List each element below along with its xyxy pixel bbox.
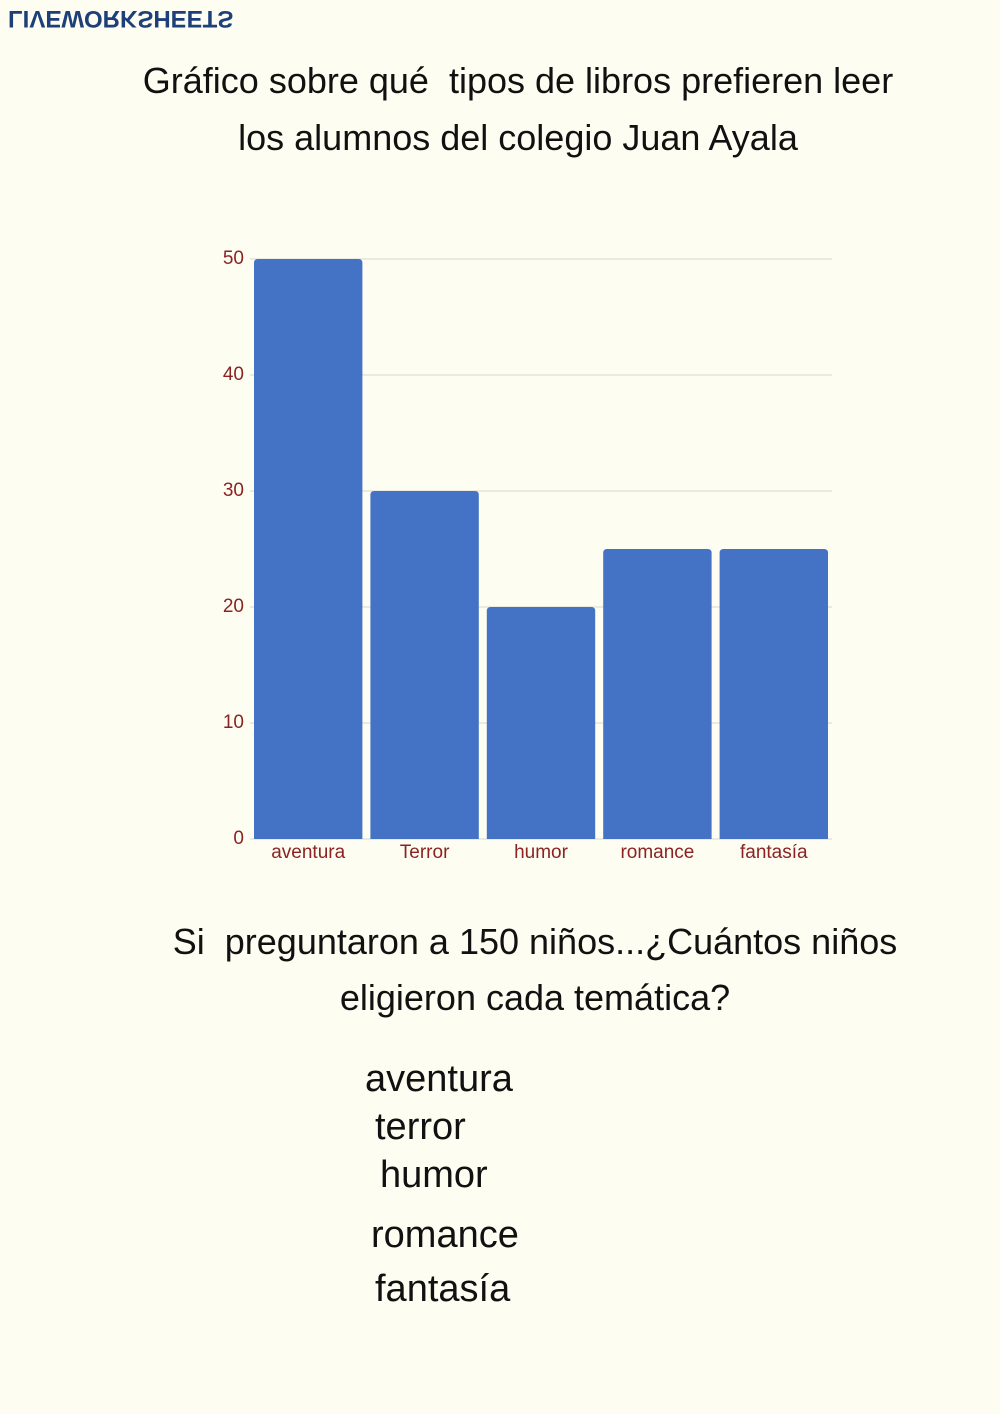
answer-label: aventura	[365, 1058, 513, 1100]
y-tick-label: 20	[223, 596, 244, 617]
answer-label: terror	[375, 1106, 466, 1148]
chart: 0 10 20 30 40 50 aventura Terror humor romance fan…	[223, 248, 832, 863]
y-tick-label: 50	[223, 248, 244, 269]
bar	[603, 549, 712, 839]
x-tick-label: romance	[620, 842, 694, 863]
bar	[370, 491, 479, 839]
answer-label: fantasía	[375, 1268, 511, 1310]
y-tick-label: 0	[233, 828, 244, 849]
bar	[719, 549, 828, 839]
chart-title: Gráfico sobre qué tipos de libros prefie…	[142, 60, 904, 158]
y-tick-label: 30	[223, 480, 244, 501]
y-tick-label: 10	[223, 712, 244, 733]
question: Si preguntaron a 150 niños...¿Cuántos ni…	[172, 921, 908, 1018]
x-tick-label: aventura	[271, 842, 345, 863]
x-tick-label: fantasía	[740, 842, 808, 863]
x-tick-label: Terror	[400, 842, 450, 863]
x-tick-label: humor	[514, 842, 569, 863]
bar	[254, 259, 363, 839]
y-tick-label: 40	[223, 364, 244, 385]
answer-label: humor	[380, 1154, 488, 1196]
answer-label: romance	[371, 1214, 519, 1256]
bar	[486, 607, 596, 839]
